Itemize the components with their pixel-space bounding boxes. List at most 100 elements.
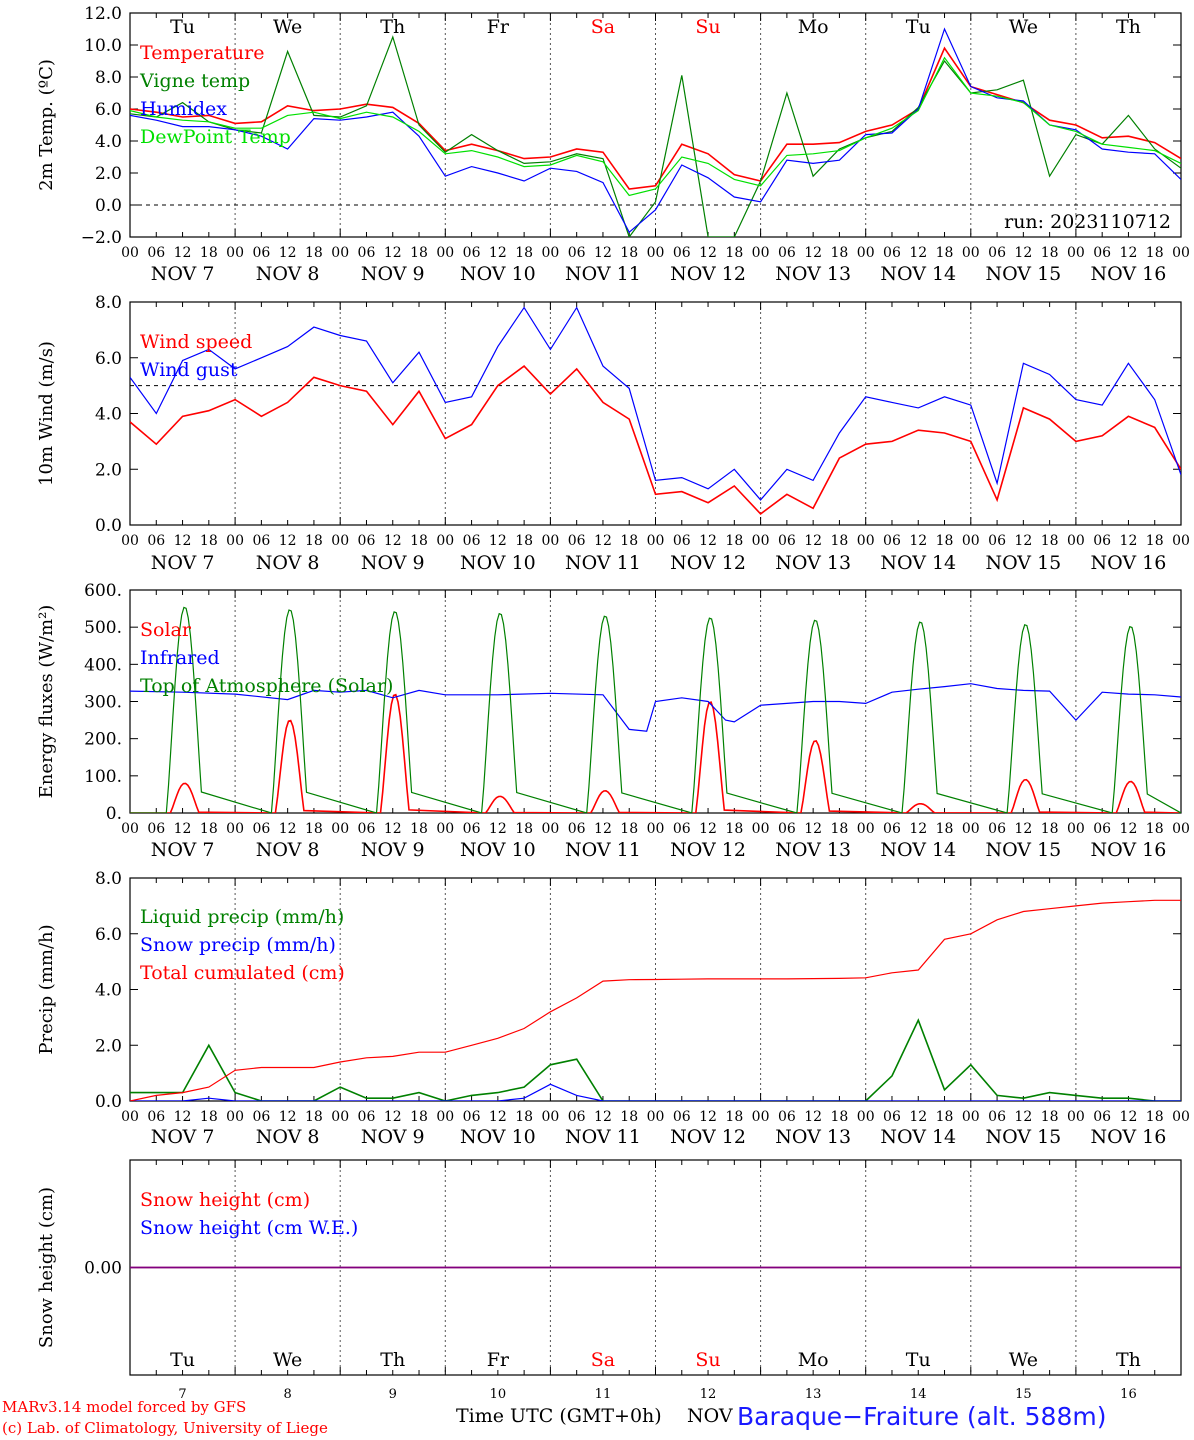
hour-tick-label: 18	[620, 245, 638, 261]
hour-tick-label: 00	[1067, 821, 1085, 837]
legend-entry: Liquid precip (mm/h)	[140, 906, 344, 928]
hour-tick-label: 00	[1067, 533, 1085, 549]
hour-tick-label: 18	[831, 821, 849, 837]
hour-tick-label: 18	[410, 245, 428, 261]
date-label: NOV 16	[1091, 839, 1167, 861]
hour-tick-label: 12	[384, 821, 402, 837]
y-tick-label: 0.	[106, 804, 122, 824]
hour-tick-label: 12	[909, 1109, 927, 1125]
hour-tick-label: 18	[200, 821, 218, 837]
series-line-liquid-precip-mm-h	[130, 1018, 1181, 1101]
hour-tick-label: 06	[463, 1109, 481, 1125]
hour-tick-label: 06	[988, 533, 1006, 549]
hour-tick-label: 18	[831, 1109, 849, 1125]
legend-entry: Vigne temp	[139, 70, 250, 92]
day-of-week-label: Sa	[591, 1349, 615, 1371]
hour-tick-label: 06	[673, 1109, 691, 1125]
hour-tick-label: 12	[279, 245, 297, 261]
hour-tick-label: 06	[463, 821, 481, 837]
y-tick-label: 2.0	[95, 164, 122, 184]
hour-tick-label: 06	[147, 821, 165, 837]
day-of-week-label: Su	[695, 16, 720, 38]
date-label: NOV 16	[1091, 552, 1167, 574]
date-label: NOV 14	[880, 552, 956, 574]
series-line-total-cumulated-cm	[130, 899, 1181, 1101]
hour-tick-label: 00	[647, 821, 665, 837]
bottom-date-label: 16	[1120, 1387, 1137, 1400]
hour-tick-label: 00	[752, 245, 770, 261]
hour-tick-label: 06	[358, 533, 376, 549]
hour-tick-label: 00	[226, 533, 244, 549]
hour-tick-label: 12	[594, 821, 612, 837]
hour-tick-label: 12	[1120, 533, 1138, 549]
hour-tick-label: 12	[1014, 1109, 1032, 1125]
hour-tick-label: 06	[778, 821, 796, 837]
y-tick-label: 8.0	[95, 869, 122, 889]
hour-tick-label: 12	[594, 245, 612, 261]
bottom-date-label: 9	[389, 1387, 397, 1400]
hour-tick-label: 12	[279, 1109, 297, 1125]
y-tick-label: 0.0	[95, 516, 122, 536]
hour-tick-label: 00	[962, 533, 980, 549]
hour-tick-label: 18	[1146, 533, 1164, 549]
hour-tick-label: 18	[305, 1109, 323, 1125]
bottom-date-label: 10	[490, 1387, 507, 1400]
date-label: NOV 14	[880, 1126, 956, 1148]
hour-tick-label: 06	[147, 533, 165, 549]
date-label: NOV 16	[1091, 263, 1167, 285]
y-tick-label: 6.0	[95, 925, 122, 945]
hour-tick-label: 12	[1014, 533, 1032, 549]
hour-tick-label: 18	[1146, 821, 1164, 837]
hour-tick-label: 18	[305, 533, 323, 549]
y-tick-label: 2.0	[95, 1036, 122, 1056]
day-of-week-label: We	[1009, 16, 1038, 38]
hour-tick-label: 12	[384, 1109, 402, 1125]
hour-tick-label: 06	[1093, 245, 1111, 261]
day-of-week-label: Tu	[906, 1349, 931, 1371]
day-of-week-label: Sa	[591, 16, 615, 38]
series-line-temperature	[130, 46, 1181, 190]
day-of-week-label: Tu	[170, 1349, 195, 1371]
bottom-date-label: 8	[284, 1387, 292, 1400]
hour-tick-label: 00	[962, 1109, 980, 1125]
legend-entry: Temperature	[140, 42, 264, 64]
date-label: NOV 7	[151, 552, 215, 574]
hour-tick-label: 00	[541, 1109, 559, 1125]
hour-tick-label: 00	[331, 821, 349, 837]
hour-tick-label: 18	[1041, 245, 1059, 261]
hour-tick-label: 06	[883, 821, 901, 837]
bottom-date-label: 14	[910, 1387, 927, 1400]
hour-tick-label: 18	[200, 1109, 218, 1125]
date-label: NOV 12	[670, 263, 746, 285]
y-axis-label: 10m Wind (m/s)	[36, 341, 57, 486]
date-label: NOV 11	[565, 839, 641, 861]
hour-tick-label: 12	[1120, 1109, 1138, 1125]
hour-tick-label: 12	[909, 821, 927, 837]
hour-tick-label: 00	[857, 821, 875, 837]
legend-entry: Snow precip (mm/h)	[140, 934, 336, 956]
date-label: NOV 11	[565, 552, 641, 574]
y-tick-label: 0.00	[84, 1259, 122, 1279]
hour-tick-label: 00	[541, 245, 559, 261]
hour-tick-label: 12	[909, 245, 927, 261]
date-label: NOV 9	[361, 552, 425, 574]
date-label: NOV 8	[256, 263, 320, 285]
hour-tick-label: 06	[463, 245, 481, 261]
hour-tick-label: 00	[1172, 1109, 1190, 1125]
hour-tick-label: 18	[725, 821, 743, 837]
y-axis-label: Energy fluxes (W/m²)	[36, 605, 57, 799]
hour-tick-label: 06	[778, 533, 796, 549]
hour-tick-label: 18	[936, 533, 954, 549]
date-label: NOV 8	[256, 1126, 320, 1148]
model-credit: MARv3.14 model forced by GFS	[2, 1398, 247, 1416]
hour-tick-label: 00	[226, 1109, 244, 1125]
hour-tick-label: 00	[1067, 245, 1085, 261]
hour-tick-label: 06	[252, 1109, 270, 1125]
hour-tick-label: 00	[1172, 245, 1190, 261]
hour-tick-label: 00	[121, 533, 139, 549]
hour-tick-label: 06	[778, 245, 796, 261]
hour-tick-label: 00	[121, 1109, 139, 1125]
hour-tick-label: 00	[1172, 821, 1190, 837]
hour-tick-label: 12	[279, 821, 297, 837]
hour-tick-label: 06	[673, 245, 691, 261]
